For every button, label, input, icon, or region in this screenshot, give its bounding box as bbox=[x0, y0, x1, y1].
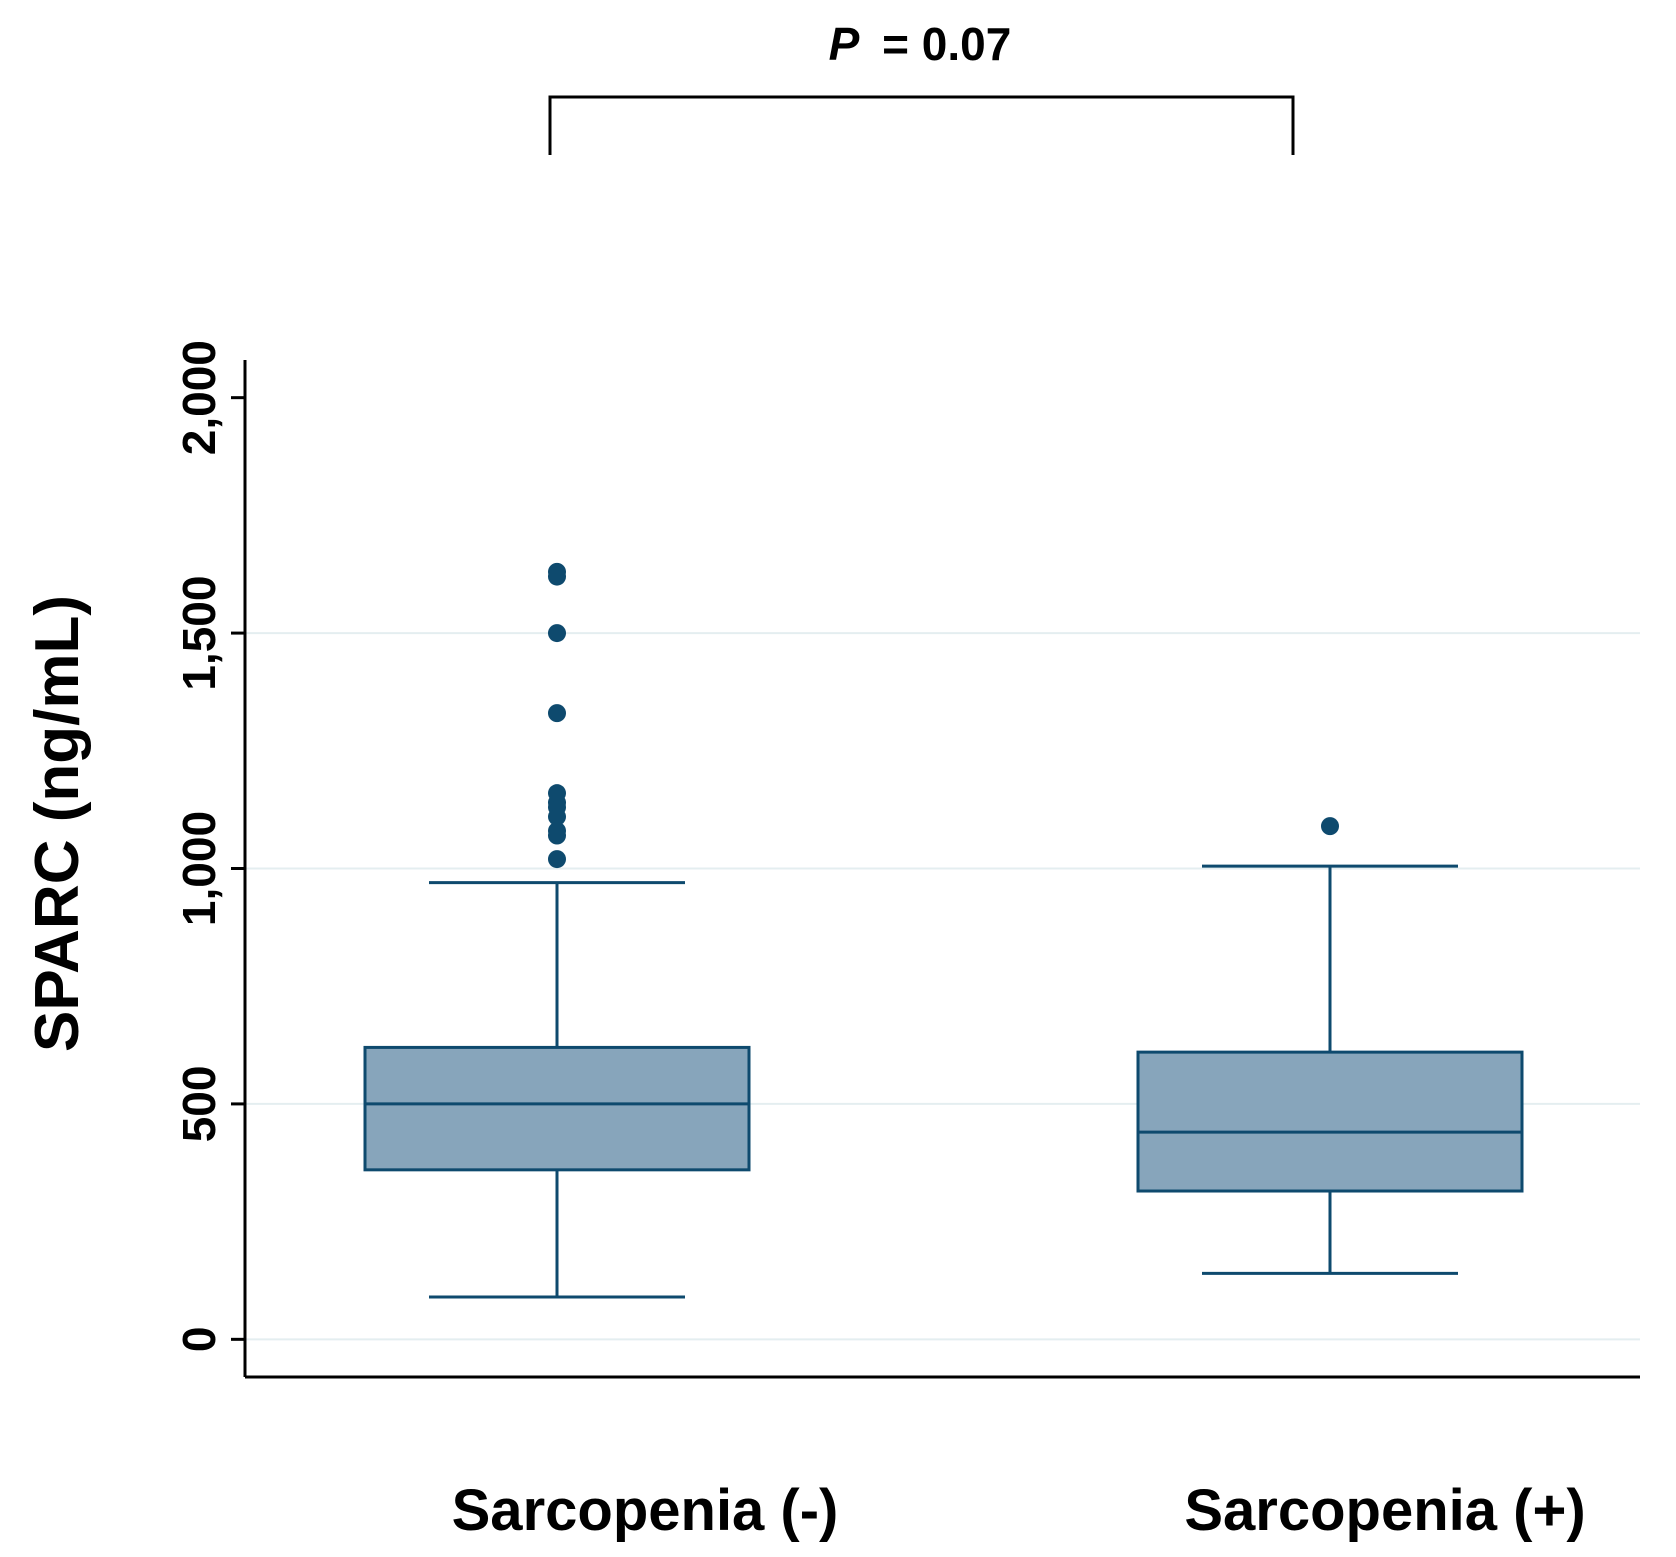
y-tick-label: 1,000 bbox=[173, 811, 225, 926]
iqr-box bbox=[1136, 1050, 1524, 1193]
p-value-text: = 0.07 bbox=[882, 18, 1011, 70]
p-value-label: P = 0.07 bbox=[829, 18, 1012, 70]
iqr-box bbox=[363, 1045, 751, 1172]
p-symbol: P bbox=[829, 18, 860, 70]
outlier-point bbox=[548, 624, 566, 643]
box-group bbox=[363, 562, 751, 1299]
category-labels: Sarcopenia (-) Sarcopenia (+) bbox=[452, 1478, 1586, 1543]
outlier-point bbox=[548, 821, 566, 840]
box-plots bbox=[363, 562, 1524, 1299]
box-group bbox=[1136, 817, 1524, 1275]
category-label: Sarcopenia (+) bbox=[1184, 1478, 1585, 1543]
y-tick-label: 2,000 bbox=[173, 340, 225, 455]
y-tick-label: 1,500 bbox=[173, 576, 225, 691]
y-tick-label: 500 bbox=[173, 1066, 225, 1143]
outlier-point bbox=[548, 850, 566, 869]
outlier-point bbox=[548, 704, 566, 723]
gridlines bbox=[245, 632, 1640, 1341]
significance-annotation: P = 0.07 bbox=[548, 18, 1295, 155]
category-label: Sarcopenia (-) bbox=[452, 1478, 839, 1543]
outlier-point bbox=[548, 562, 566, 581]
significance-bracket bbox=[548, 95, 1295, 155]
y-ticks: 0 500 1,000 1,500 2,000 bbox=[173, 340, 245, 1352]
y-axis-title: SPARC (ng/mL) bbox=[23, 595, 92, 1052]
outlier-point bbox=[548, 784, 566, 803]
outlier-point bbox=[1321, 817, 1339, 836]
y-tick-label: 0 bbox=[173, 1327, 225, 1353]
